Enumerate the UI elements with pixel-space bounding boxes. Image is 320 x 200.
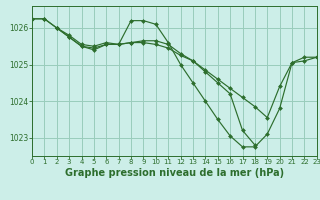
X-axis label: Graphe pression niveau de la mer (hPa): Graphe pression niveau de la mer (hPa)	[65, 168, 284, 178]
